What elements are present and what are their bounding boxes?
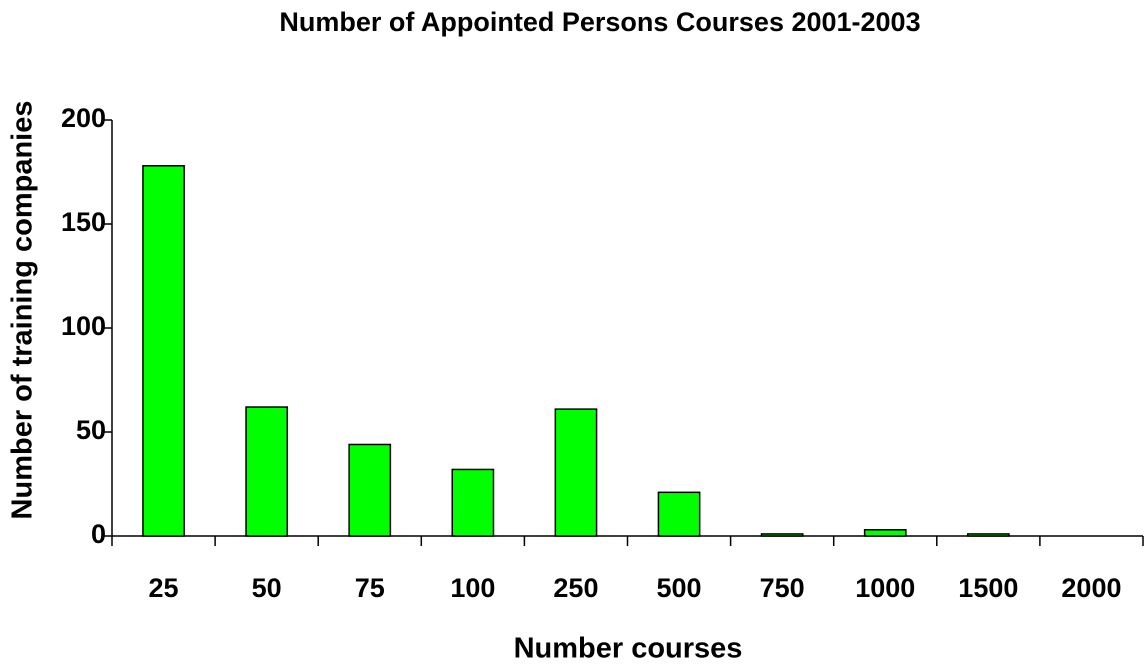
bar [142,165,185,537]
x-tick-label: 75 [355,573,385,603]
x-tick-label: 500 [657,573,702,603]
y-tick-label: 50 [76,415,106,445]
x-tick-label: 1000 [855,573,915,603]
bar [966,533,1010,537]
x-tick-label: 2000 [1061,573,1121,603]
y-tick-label: 200 [61,103,106,133]
x-tick-label: 250 [553,573,598,603]
bar [657,491,701,537]
bar [760,533,804,537]
bar [348,443,392,537]
y-axis-label: Number of training companies [7,101,39,520]
y-tick-label: 150 [61,207,106,237]
x-axis-label: Number courses [514,633,743,665]
bar [554,408,598,537]
x-tick-label: 750 [760,573,805,603]
bar [863,529,907,537]
x-tick-label: 25 [149,573,179,603]
bar [245,406,289,537]
chart-title: Number of Appointed Persons Courses 2001… [279,7,920,37]
y-tick-label: 100 [61,311,106,341]
x-tick-label: 100 [450,573,495,603]
x-tick-label: 50 [252,573,282,603]
x-tick-label: 1500 [958,573,1018,603]
bar [451,468,495,537]
y-tick-label: 0 [91,519,106,549]
